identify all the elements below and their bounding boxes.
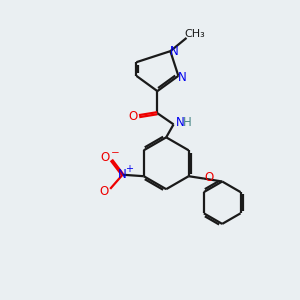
Text: N: N [176,116,184,128]
Text: O: O [128,110,137,123]
Text: N: N [118,168,127,181]
Text: O: O [99,185,108,198]
Text: O: O [100,151,110,164]
Text: O: O [205,171,214,184]
Text: N: N [178,71,187,84]
Text: N: N [170,45,178,58]
Text: −: − [110,148,119,158]
Text: +: + [125,164,133,174]
Text: CH₃: CH₃ [184,29,205,39]
Text: H: H [183,116,192,128]
